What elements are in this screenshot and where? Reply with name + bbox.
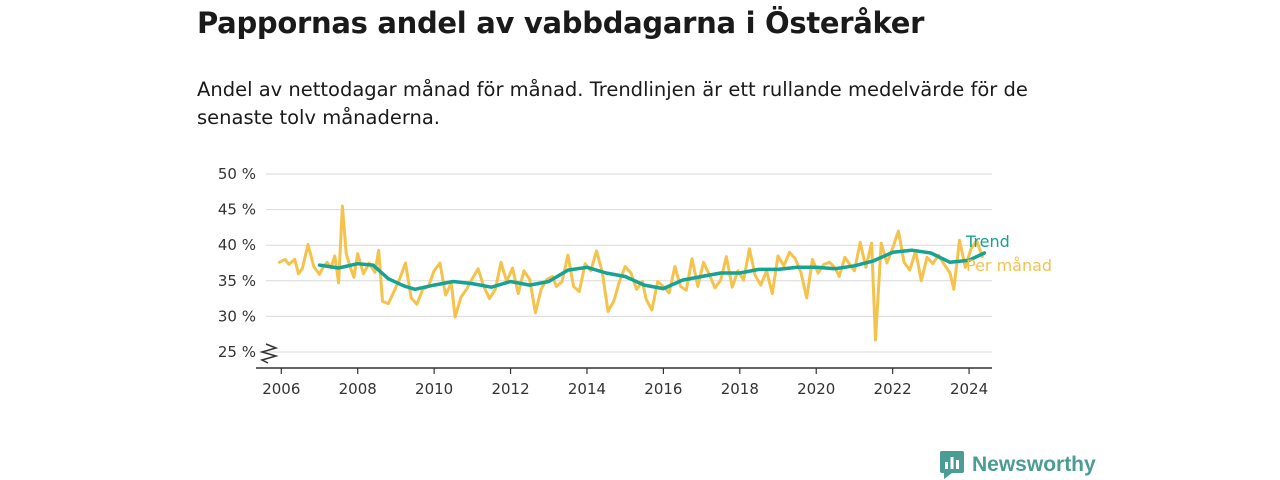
- chart-title: Pappornas andel av vabbdagarna i Österåk…: [197, 6, 925, 40]
- brand-logo[interactable]: Newsworthy: [940, 450, 1096, 480]
- x-tick-label: 2010: [415, 380, 453, 398]
- x-tick-label: 2008: [339, 380, 377, 398]
- y-tick-label: 40 %: [218, 236, 256, 254]
- x-tick-label: 2012: [491, 380, 529, 398]
- trend-line: [317, 248, 987, 292]
- x-tick-label: 2016: [644, 380, 682, 398]
- series-labels: Trend Per månad: [965, 232, 1052, 275]
- monthly-label: Per månad: [966, 256, 1052, 275]
- axis-break-icon: [259, 343, 279, 364]
- x-tick-label: 2024: [950, 380, 988, 398]
- monthly-line: [277, 204, 984, 342]
- y-tick-label: 35 %: [218, 272, 256, 290]
- y-tick-labels: 25 % 30 % 35 % 40 % 45 % 50 %: [218, 165, 256, 361]
- y-tick-label: 50 %: [218, 165, 256, 183]
- axis-break-mark: [259, 343, 279, 364]
- y-tick-label: 30 %: [218, 307, 256, 325]
- x-tick-label: 2020: [797, 380, 835, 398]
- x-tick-label: 2018: [721, 380, 759, 398]
- trend-label: Trend: [965, 232, 1010, 251]
- brand-name: Newsworthy: [972, 453, 1096, 476]
- x-tick-label: 2022: [874, 380, 912, 398]
- series-lines: [277, 204, 987, 342]
- x-tick-label: 2014: [568, 380, 606, 398]
- x-axis: 2006 2008 2010 2012 2014 2016 2018 2020 2022 2024: [256, 367, 992, 398]
- chart-subtitle: Andel av nettodagar månad för månad. Tre…: [197, 78, 1028, 129]
- y-tick-label: 45 %: [218, 201, 256, 219]
- newsworthy-logo-icon: [940, 451, 964, 479]
- grid-lines: [266, 173, 992, 353]
- x-tick-label: 2006: [262, 380, 300, 398]
- y-tick-label: 25 %: [218, 343, 256, 361]
